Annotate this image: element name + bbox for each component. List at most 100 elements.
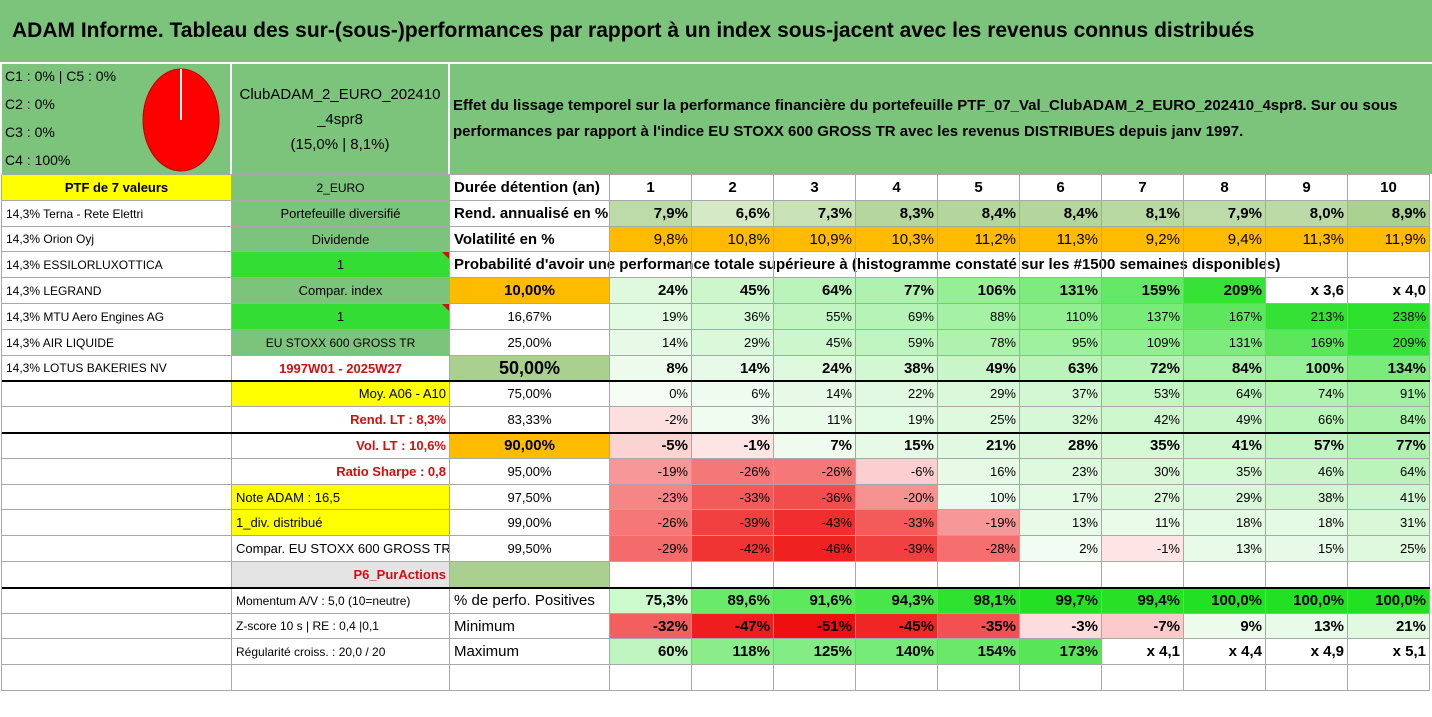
percentile-value: 169% bbox=[1266, 330, 1347, 355]
rend-label: Rend. annualisé en % bbox=[454, 205, 609, 222]
legend-line-1: C1 : 0% | C5 : 0% bbox=[5, 68, 117, 84]
percentile-value: 64% bbox=[1184, 381, 1265, 406]
momentum-label: Momentum A/V : 5,0 (10=neutre) bbox=[236, 593, 411, 608]
percentile-value: -33% bbox=[692, 485, 773, 509]
percentile-value: 159% bbox=[1102, 278, 1183, 303]
maximum-value: 154% bbox=[938, 639, 1019, 664]
percentile-value: 15% bbox=[1266, 536, 1347, 561]
percentile-value: 131% bbox=[1184, 330, 1265, 355]
percentile-value: 17% bbox=[1020, 485, 1101, 509]
legend-line-2: C2 : 0% bbox=[5, 96, 55, 112]
percentile-value: 78% bbox=[938, 330, 1019, 355]
percentile-value: 95% bbox=[1020, 330, 1101, 355]
percentile-value: 24% bbox=[774, 356, 855, 380]
positives-value: 91,6% bbox=[774, 588, 855, 613]
minimum-value: 13% bbox=[1266, 614, 1347, 638]
grid-hline bbox=[2, 251, 1430, 252]
rend-value: 7,3% bbox=[774, 201, 855, 226]
rend-value: 7,9% bbox=[610, 201, 691, 226]
year-header: 2 bbox=[728, 179, 737, 196]
minimum-value: 9% bbox=[1184, 614, 1265, 638]
percentile-value: 59% bbox=[856, 330, 937, 355]
grid-hline bbox=[2, 638, 1430, 639]
percentile-value: 2% bbox=[1020, 536, 1101, 561]
allocation-pie-chart bbox=[142, 68, 220, 172]
section-separator bbox=[2, 432, 1430, 434]
percentile-value: 41% bbox=[1348, 485, 1429, 509]
portfolio-split: (15,0% | 8,1%) bbox=[290, 135, 390, 153]
minimum-value: -35% bbox=[938, 614, 1019, 638]
percentile-value: 66% bbox=[1266, 407, 1347, 432]
positives-label: % de perfo. Positives bbox=[454, 592, 595, 609]
percentile-value: 167% bbox=[1184, 304, 1265, 329]
rend-value: 6,6% bbox=[692, 201, 773, 226]
grid-hline bbox=[2, 690, 1430, 691]
rend-value: 7,9% bbox=[1184, 201, 1265, 226]
grid-hline bbox=[2, 277, 1430, 278]
percentile-value: 16% bbox=[938, 459, 1019, 484]
percentile-label: 83,33% bbox=[507, 412, 552, 427]
minimum-value: -51% bbox=[774, 614, 855, 638]
portfolio-count: PTF de 7 valeurs bbox=[2, 175, 231, 200]
positives-value: 100,0% bbox=[1266, 588, 1347, 613]
percentile-value: 25% bbox=[938, 407, 1019, 432]
percentile-value: 213% bbox=[1266, 304, 1347, 329]
percentile-value: 72% bbox=[1102, 356, 1183, 380]
percentile-value: 134% bbox=[1348, 356, 1429, 380]
percentile-value: -5% bbox=[610, 433, 691, 458]
compar-index-label: Compar. index bbox=[232, 278, 449, 303]
vol-value: 11,2% bbox=[938, 227, 1019, 251]
positives-value: 100,0% bbox=[1348, 588, 1429, 613]
percentile-value: 77% bbox=[856, 278, 937, 303]
percentile-label: 90,00% bbox=[450, 433, 609, 458]
year-header: 3 bbox=[810, 179, 819, 196]
duration-label: Durée détention (an) bbox=[454, 179, 600, 196]
percentile-value: -43% bbox=[774, 510, 855, 535]
percentile-value: 0% bbox=[610, 381, 691, 406]
percentile-value: 11% bbox=[774, 407, 855, 432]
zscore-label: Z-score 10 s | RE : 0,4 |0,1 bbox=[236, 619, 379, 633]
holding-item: 14,3% LEGRAND bbox=[6, 283, 102, 298]
legend-line-3: C3 : 0% bbox=[5, 124, 55, 140]
percentile-value: 14% bbox=[774, 381, 855, 406]
moy-label: Moy. A06 - A10 bbox=[232, 381, 449, 406]
grid-hline bbox=[2, 406, 1430, 407]
percentile-value: 21% bbox=[938, 433, 1019, 458]
vol-value: 10,9% bbox=[774, 227, 855, 251]
percentile-value: 46% bbox=[1266, 459, 1347, 484]
year-header: 9 bbox=[1302, 179, 1311, 196]
percentile-value: 38% bbox=[1266, 485, 1347, 509]
percentile-value: 109% bbox=[1102, 330, 1183, 355]
holding-item: 14,3% ESSILORLUXOTTICA bbox=[6, 257, 163, 272]
percentile-value: -33% bbox=[856, 510, 937, 535]
percentile-value: 22% bbox=[856, 381, 937, 406]
percentile-value: 88% bbox=[938, 304, 1019, 329]
diversification-label: Portefeuille diversifié bbox=[232, 201, 449, 226]
sharpe-label: Ratio Sharpe : 0,8 bbox=[336, 464, 446, 479]
positives-value: 98,1% bbox=[938, 588, 1019, 613]
portfolio-description: Effet du lissage temporel sur la perform… bbox=[450, 64, 1432, 174]
percentile-value: 100% bbox=[1266, 356, 1347, 380]
positives-value: 89,6% bbox=[692, 588, 773, 613]
percentile-value: 77% bbox=[1348, 433, 1429, 458]
percentile-label: 99,50% bbox=[507, 541, 552, 556]
percentile-value: 35% bbox=[1184, 459, 1265, 484]
percentile-value: -19% bbox=[610, 459, 691, 484]
percentile-value: 37% bbox=[1020, 381, 1101, 406]
year-header: 10 bbox=[1380, 179, 1397, 196]
minimum-value: -7% bbox=[1102, 614, 1183, 638]
percentile-value: 29% bbox=[938, 381, 1019, 406]
dividend-value: 1 bbox=[232, 252, 449, 277]
percentile-label: 99,00% bbox=[507, 515, 552, 530]
comment-marker bbox=[442, 252, 449, 259]
minimum-value: -45% bbox=[856, 614, 937, 638]
percentile-value: -39% bbox=[692, 510, 773, 535]
dividend-label: Dividende bbox=[232, 227, 449, 251]
maximum-value: x 4,4 bbox=[1184, 639, 1265, 664]
period-label: 1997W01 - 2025W27 bbox=[279, 360, 402, 376]
year-header: 4 bbox=[892, 179, 901, 196]
percentile-value: 10% bbox=[938, 485, 1019, 509]
maximum-value: x 5,1 bbox=[1348, 639, 1429, 664]
rend-value: 8,4% bbox=[1020, 201, 1101, 226]
